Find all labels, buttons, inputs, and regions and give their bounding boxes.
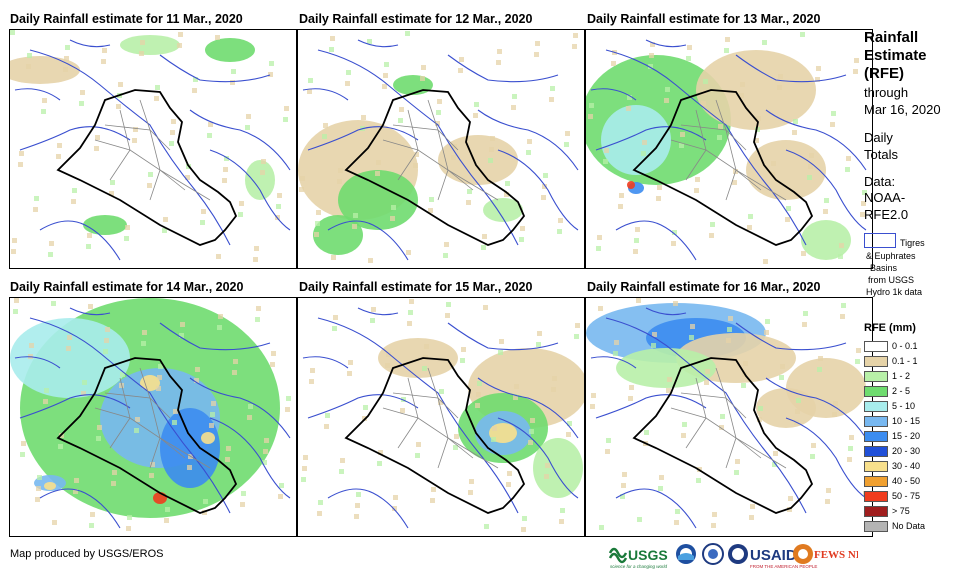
- legend-label: > 75: [892, 506, 910, 516]
- legend-swatch: [864, 475, 888, 487]
- legend-label: 5 - 10: [892, 401, 916, 411]
- panel-title-16mar: Daily Rainfall estimate for 16 Mar., 202…: [587, 280, 821, 294]
- basin-line3: Basins: [870, 263, 898, 273]
- panel-title-11mar: Daily Rainfall estimate for 11 Mar., 202…: [10, 12, 243, 26]
- legend-item: > 75: [864, 505, 910, 517]
- legend-swatch: [864, 370, 888, 382]
- rainfall-map-11mar: [10, 30, 296, 268]
- legend-swatch: [864, 460, 888, 472]
- legend-label: 0 - 0.1: [892, 341, 918, 351]
- basin-line4: from USGS: [868, 275, 915, 285]
- legend-item: 40 - 50: [864, 475, 920, 487]
- legend-swatch: [864, 505, 888, 517]
- sidebar-title-line2: Estimate: [864, 47, 927, 64]
- legend-swatch: [864, 385, 888, 397]
- rainfall-map-16mar: [586, 298, 872, 536]
- basin-line5: Hydro 1k data: [866, 287, 923, 297]
- sidebar-data-src1: NOAA-: [864, 190, 906, 205]
- noaa-logo: [676, 544, 696, 564]
- usgs-logo: USGS science for a changing world: [608, 547, 668, 569]
- sidebar-title-line1: Rainfall: [864, 29, 919, 46]
- rainfall-map-14mar: [10, 298, 296, 536]
- basin-line1: Tigres: [900, 238, 925, 248]
- legend-swatch: [864, 340, 888, 352]
- legend-swatch: [864, 355, 888, 367]
- rainfall-map-13mar: [586, 30, 872, 268]
- panel-title-15mar: Daily Rainfall estimate for 15 Mar., 202…: [299, 280, 533, 294]
- logos-svg: USGS science for a changing world USAID …: [608, 543, 871, 569]
- fewsnet-logo: FEWS NET: [793, 544, 871, 564]
- legend-item: 1 - 2: [864, 370, 910, 382]
- sidebar-date: Mar 16, 2020: [864, 102, 941, 117]
- legend-label: 0.1 - 1: [892, 356, 918, 366]
- legend-item: 15 - 20: [864, 430, 920, 442]
- sidebar-totals: Totals: [864, 147, 898, 162]
- map-panel-13mar: [585, 29, 873, 269]
- basin-outline-swatch: [864, 233, 896, 248]
- legend-label: 40 - 50: [892, 476, 921, 486]
- sidebar-title-line3: (RFE): [864, 65, 904, 82]
- legend-label: 50 - 75: [892, 491, 921, 501]
- basin-line2: & Euphrates: [866, 251, 916, 261]
- panel-title-13mar: Daily Rainfall estimate for 13 Mar., 202…: [587, 12, 821, 26]
- map-panel-16mar: [585, 297, 873, 537]
- legend-item: 5 - 10: [864, 400, 915, 412]
- legend-title: RFE (mm): [864, 322, 916, 334]
- legend-label: 30 - 40: [892, 461, 921, 471]
- usaid-logo-text: USAID: [750, 547, 797, 564]
- sidebar-data-src2: RFE2.0: [864, 207, 909, 222]
- dhs-seal: [702, 543, 724, 565]
- legend-swatch: [864, 430, 888, 442]
- legend-swatch: [864, 445, 888, 457]
- panel-title-12mar: Daily Rainfall estimate for 12 Mar., 202…: [299, 12, 533, 26]
- legend-label: 20 - 30: [892, 446, 921, 456]
- agency-logos: USGS science for a changing world USAID …: [608, 540, 871, 570]
- fewsnet-logo-text: FEWS NET: [814, 549, 858, 561]
- map-panel-12mar: [297, 29, 585, 269]
- legend-label: 2 - 5: [892, 386, 911, 396]
- legend-swatch: [864, 415, 888, 427]
- rainfall-map-12mar: [298, 30, 584, 268]
- map-panel-15mar: [297, 297, 585, 537]
- legend-swatch: [864, 490, 888, 502]
- legend-label: 10 - 15: [892, 416, 921, 426]
- legend-item: 0 - 0.1: [864, 340, 918, 352]
- legend-item: 0.1 - 1: [864, 355, 918, 367]
- sidebar-through: through: [864, 85, 909, 100]
- legend-item: 20 - 30: [864, 445, 920, 457]
- legend-item: 50 - 75: [864, 490, 920, 502]
- sidebar-daily: Daily: [864, 130, 893, 145]
- map-panel-14mar: [9, 297, 297, 537]
- legend-item: 2 - 5: [864, 385, 910, 397]
- legend-item: 10 - 15: [864, 415, 920, 427]
- sidebar-data-label: Data:: [864, 174, 896, 189]
- legend-label: No Data: [892, 521, 926, 531]
- legend-item: 30 - 40: [864, 460, 920, 472]
- rainfall-map-15mar: [298, 298, 584, 536]
- usgs-logo-text: USGS: [628, 547, 668, 563]
- panel-title-14mar: Daily Rainfall estimate for 14 Mar., 202…: [10, 280, 244, 294]
- legend-label: 15 - 20: [892, 431, 921, 441]
- legend-swatch: [864, 400, 888, 412]
- usgs-tagline: science for a changing world: [610, 564, 668, 569]
- map-panel-11mar: [9, 29, 297, 269]
- usaid-tagline: FROM THE AMERICAN PEOPLE: [750, 564, 817, 569]
- legend-swatch: [864, 520, 888, 532]
- credit-text: Map produced by USGS/EROS: [10, 548, 164, 560]
- usaid-logo: USAID FROM THE AMERICAN PEOPLE: [728, 544, 817, 569]
- legend-item: No Data: [864, 520, 925, 532]
- legend-label: 1 - 2: [892, 371, 911, 381]
